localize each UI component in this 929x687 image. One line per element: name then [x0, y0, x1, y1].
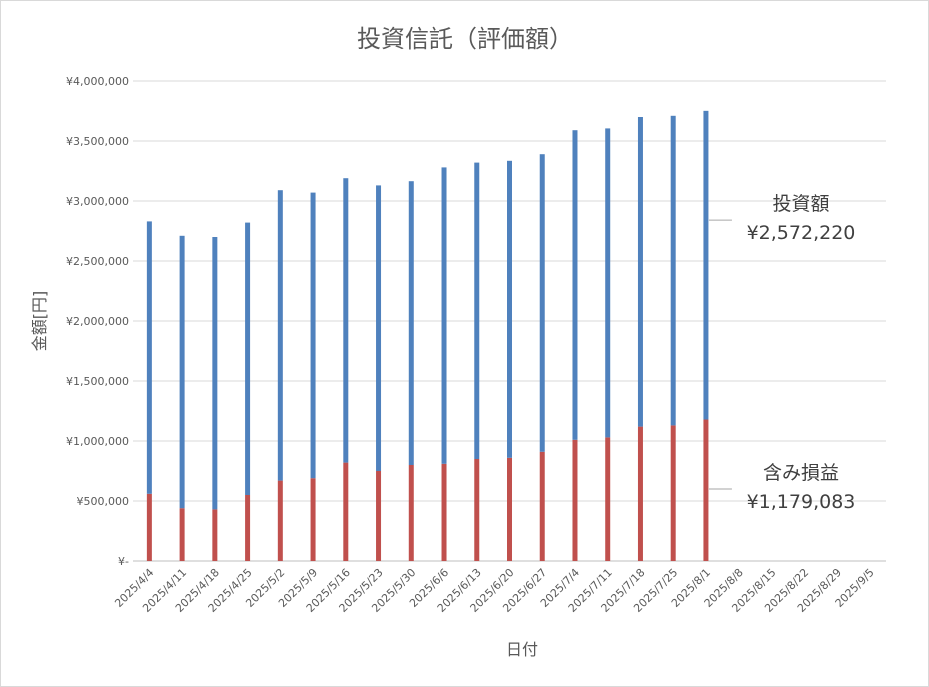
bar-unrealized-gain: [474, 459, 480, 561]
y-tick-labels: ¥- ¥500,000 ¥1,000,000 ¥1,500,000 ¥2,000,000…: [66, 75, 129, 568]
bar-investment: [539, 154, 545, 452]
bars: [146, 110, 709, 561]
bar-investment: [637, 117, 643, 427]
bar-investment: [376, 185, 382, 471]
bar-investment: [343, 178, 349, 463]
y-tick-label: ¥1,000,000: [66, 435, 129, 448]
bar-investment: [474, 162, 480, 459]
bar-unrealized-gain: [605, 437, 611, 561]
y-tick-label: ¥-: [118, 555, 129, 568]
bar-unrealized-gain: [376, 471, 382, 561]
bar-investment: [441, 167, 447, 464]
y-tick-label: ¥2,000,000: [66, 315, 129, 328]
bar-investment: [703, 110, 709, 420]
y-tick-label: ¥1,500,000: [66, 375, 129, 388]
chart-title: 投資信託（評価額）: [357, 25, 573, 53]
bar-unrealized-gain: [310, 478, 316, 561]
y-tick-label: ¥500,000: [77, 495, 130, 508]
bar-unrealized-gain: [343, 462, 349, 561]
bar-unrealized-gain: [637, 426, 643, 561]
bar-investment: [277, 190, 283, 481]
y-tick-label: ¥3,000,000: [66, 195, 129, 208]
bar-unrealized-gain: [245, 495, 251, 561]
bar-unrealized-gain: [277, 480, 283, 561]
bar-investment: [212, 237, 218, 510]
x-tick-labels: 2025/4/42025/4/112025/4/182025/4/252025/…: [112, 566, 876, 615]
annotation-value: ¥2,572,220: [747, 222, 856, 244]
bar-investment: [245, 222, 251, 495]
bar-investment: [408, 181, 414, 465]
annotation-label: 投資額: [772, 193, 829, 215]
y-tick-label: ¥3,500,000: [66, 135, 129, 148]
bar-investment: [507, 160, 512, 458]
bar-investment: [179, 235, 185, 509]
bar-unrealized-gain: [179, 508, 185, 561]
bar-unrealized-gain: [441, 463, 447, 561]
bar-unrealized-gain: [670, 425, 676, 561]
bar-unrealized-gain: [703, 419, 709, 561]
x-axis-title: 日付: [506, 640, 538, 659]
bar-investment: [572, 130, 578, 440]
bar-unrealized-gain: [146, 493, 152, 561]
annotation-value: ¥1,179,083: [747, 491, 856, 513]
bar-unrealized-gain: [507, 457, 512, 561]
annotations: 投資額 ¥2,572,220 含み損益 ¥1,179,083: [708, 193, 856, 513]
bar-investment: [670, 115, 676, 426]
bar-investment: [310, 192, 316, 479]
annotation-label: 含み損益: [763, 462, 839, 484]
y-tick-label: ¥2,500,000: [66, 255, 129, 268]
bar-unrealized-gain: [212, 509, 218, 561]
bar-unrealized-gain: [572, 439, 578, 561]
y-axis-title: 金額[円]: [30, 291, 49, 352]
y-tick-label: ¥4,000,000: [66, 75, 129, 88]
bar-investment: [605, 128, 611, 438]
bar-unrealized-gain: [408, 465, 414, 561]
bar-investment: [146, 221, 152, 494]
bar-unrealized-gain: [539, 451, 545, 561]
